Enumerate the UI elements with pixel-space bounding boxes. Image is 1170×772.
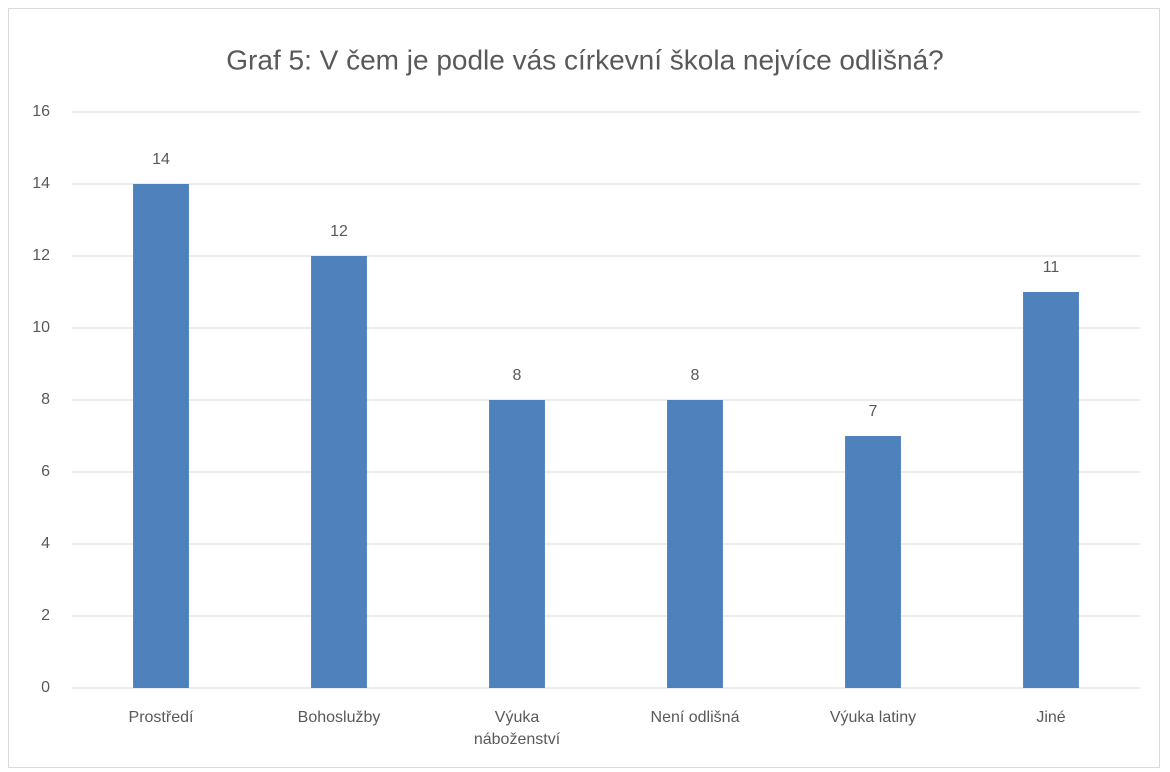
bar [489, 400, 545, 688]
bar [1023, 292, 1079, 688]
y-tick-label: 14 [32, 175, 50, 192]
data-label: 8 [691, 367, 700, 384]
x-tick-label: Jiné [1036, 709, 1066, 726]
data-label: 11 [1043, 259, 1060, 276]
bar [133, 184, 189, 688]
bar [845, 436, 901, 688]
data-label: 8 [513, 367, 522, 384]
data-label: 7 [869, 403, 878, 420]
y-tick-label: 6 [41, 463, 50, 480]
x-tick-label: Bohoslužby [297, 709, 381, 726]
x-tick-label: Není odlišná [650, 709, 740, 726]
chart-title: Graf 5: V čem je podle vás církevní škol… [226, 44, 943, 75]
y-tick-label: 8 [41, 391, 50, 408]
chart-frame [8, 8, 1160, 768]
x-tick-label: Výuka latiny [829, 709, 917, 726]
x-tick-label: Výuka náboženství [473, 709, 561, 748]
y-tick-label: 0 [41, 679, 50, 696]
data-label: 14 [152, 151, 170, 168]
y-tick-label: 16 [32, 103, 50, 120]
y-tick-label: 4 [41, 535, 50, 552]
y-tick-label: 12 [32, 247, 50, 264]
y-tick-label: 2 [41, 607, 50, 624]
bar [311, 256, 367, 688]
y-tick-label: 10 [32, 319, 50, 336]
x-tick-label: Prostředí [128, 709, 194, 726]
bar [667, 400, 723, 688]
data-label: 12 [330, 223, 348, 240]
